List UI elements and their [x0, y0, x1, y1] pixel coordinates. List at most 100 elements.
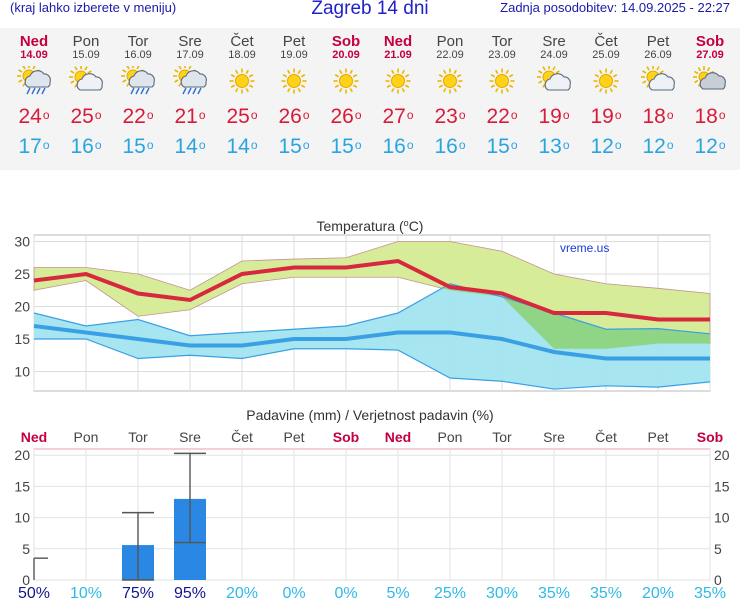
precip-probability-label: 5%	[386, 585, 409, 600]
precip-probability-label: 20%	[226, 585, 258, 600]
y-tick-label: 25	[14, 266, 30, 282]
day-name: Sob	[331, 33, 361, 50]
precip-day-label: Sre	[543, 429, 565, 445]
temperature-chart-title: Temperatura (oC)	[317, 218, 424, 234]
temp-low: 14o	[226, 135, 258, 158]
temp-high: 21o	[174, 105, 206, 128]
y-tick-label-left: 5	[22, 541, 30, 557]
temp-low: 12o	[642, 135, 674, 158]
sun-icon	[593, 68, 619, 94]
temp-high: 26o	[330, 105, 362, 128]
temperature-chart: 30 25 20 15 10 Temperatura (oC) vreme.us	[14, 218, 711, 392]
day-column[interactable]: Ned 14.09 24o 17o	[8, 34, 60, 158]
precip-probability-label: 0%	[282, 585, 305, 600]
temp-low: 14o	[174, 135, 206, 158]
y-tick-label-right: 0	[714, 572, 722, 588]
temp-low: 16o	[70, 135, 102, 158]
day-column[interactable]: Ned 21.09 27o 16o	[372, 34, 424, 158]
precip-probability-label: 35%	[694, 585, 726, 600]
temp-high: 19o	[538, 105, 570, 128]
temp-high: 19o	[590, 105, 622, 128]
day-name: Čet	[594, 33, 618, 50]
precip-day-label: Pon	[74, 429, 99, 445]
temp-high: 24o	[18, 105, 50, 128]
sun-cloud-icon	[69, 66, 103, 91]
day-date: 23.09	[488, 49, 516, 61]
day-name: Ned	[383, 33, 413, 50]
header-left-note[interactable]: (kraj lahko izberete v meniju)	[10, 0, 177, 15]
y-tick-label-left: 0	[22, 572, 30, 588]
temp-low: 16o	[434, 135, 466, 158]
precip-day-label: Pet	[283, 429, 304, 445]
last-updated: Zadnja posodobitev: 14.09.2025 - 22:27	[500, 0, 730, 15]
sun-cloud-icon	[641, 66, 675, 91]
day-name: Pon	[72, 33, 100, 50]
day-date: 24.09	[540, 49, 568, 61]
precip-probability-label: 20%	[642, 585, 674, 600]
day-column[interactable]: Tor 16.09 22o 15o	[112, 34, 164, 158]
precip-day-label: Tor	[128, 429, 148, 445]
sun-icon	[489, 68, 515, 94]
cloud-sun-icon	[693, 66, 726, 90]
day-column[interactable]: Tor 23.09 22o 15o	[476, 34, 528, 158]
day-column[interactable]: Pon 15.09 25o 16o	[60, 34, 112, 158]
precip-probability-label: 35%	[590, 585, 622, 600]
temp-low: 15o	[278, 135, 310, 158]
precipitation-chart-title: Padavine (mm) / Verjetnost padavin (%)	[246, 407, 493, 423]
temp-low: 12o	[694, 135, 726, 158]
day-column[interactable]: Čet 18.09 25o 14o	[216, 34, 268, 158]
y-tick-label-left: 15	[14, 478, 30, 494]
temp-high: 22o	[486, 105, 518, 128]
day-name: Sre	[542, 33, 566, 50]
sun-cloud-rain-icon	[173, 66, 207, 95]
sun-cloud-rain-icon	[17, 66, 51, 95]
day-date: 17.09	[176, 49, 204, 61]
sun-icon	[333, 68, 359, 94]
precip-probability-label: 50%	[18, 585, 50, 600]
day-column[interactable]: Pon 22.09 23o 16o	[424, 34, 476, 158]
y-tick-label: 30	[14, 234, 30, 250]
day-name: Sre	[178, 33, 202, 50]
day-name: Sob	[695, 33, 725, 50]
day-column[interactable]: Čet 25.09 19o 12o	[580, 34, 632, 158]
day-column[interactable]: Sre 24.09 19o 13o	[528, 34, 580, 158]
y-tick-label: 10	[14, 364, 30, 380]
day-column[interactable]: Sre 17.09 21o 14o	[164, 34, 216, 158]
min-temp-line	[33, 324, 710, 361]
day-date: 20.09	[332, 49, 360, 61]
day-date: 27.09	[696, 49, 724, 61]
precipitation-chart: Padavine (mm) / Verjetnost padavin (%) Ne…	[14, 407, 729, 600]
temp-high: 25o	[226, 105, 258, 128]
sun-icon	[437, 68, 463, 94]
day-date: 15.09	[72, 49, 100, 61]
day-name: Pet	[646, 33, 670, 50]
precip-probability-label: 0%	[334, 585, 357, 600]
precip-day-label: Sre	[179, 429, 201, 445]
day-date: 16.09	[124, 49, 152, 61]
precip-day-label: Pet	[647, 429, 668, 445]
day-column[interactable]: Pet 19.09 26o 15o	[268, 34, 320, 158]
day-column[interactable]: Pet 26.09 18o 12o	[632, 34, 684, 158]
day-name: Tor	[127, 33, 149, 50]
y-tick-label-left: 20	[14, 447, 30, 463]
precip-day-label: Ned	[385, 429, 411, 445]
sun-icon	[385, 68, 411, 94]
precip-probability-label: 95%	[174, 585, 206, 600]
day-date: 25.09	[592, 49, 620, 61]
day-date: 26.09	[644, 49, 672, 61]
temp-low: 15o	[122, 135, 154, 158]
day-date: 18.09	[228, 49, 256, 61]
temp-low: 12o	[590, 135, 622, 158]
y-tick-label: 20	[14, 299, 30, 315]
sun-cloud-icon	[537, 66, 571, 91]
day-column[interactable]: Sob 27.09 18o 12o	[684, 34, 736, 158]
day-column[interactable]: Sob 20.09 26o 15o	[320, 34, 372, 158]
y-tick-label-right: 5	[714, 541, 722, 557]
y-tick-label: 15	[14, 331, 30, 347]
temp-low: 15o	[486, 135, 518, 158]
temp-high: 22o	[122, 105, 154, 128]
temp-low: 15o	[330, 135, 362, 158]
precip-probability-label: 30%	[486, 585, 518, 600]
sun-icon	[229, 68, 255, 94]
y-tick-label-left: 10	[14, 510, 30, 526]
